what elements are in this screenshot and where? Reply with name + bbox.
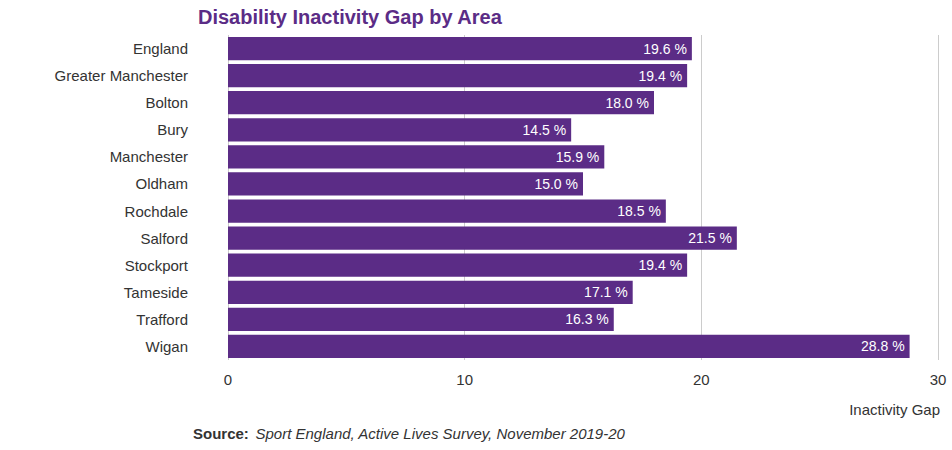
svg-text:Stockport: Stockport xyxy=(125,257,189,274)
svg-text:18.0 %: 18.0 % xyxy=(605,95,649,111)
svg-text:10: 10 xyxy=(456,371,473,388)
svg-text:Trafford: Trafford xyxy=(136,311,188,328)
svg-text:Salford: Salford xyxy=(140,230,188,247)
svg-text:Greater Manchester: Greater Manchester xyxy=(55,67,188,84)
svg-text:19.4 %: 19.4 % xyxy=(639,257,683,273)
svg-text:Bolton: Bolton xyxy=(145,94,188,111)
svg-text:Wigan: Wigan xyxy=(145,338,188,355)
svg-text:19.4 %: 19.4 % xyxy=(639,68,683,84)
svg-text:Oldham: Oldham xyxy=(135,175,188,192)
svg-text:England: England xyxy=(133,40,188,57)
svg-text:Rochdale: Rochdale xyxy=(125,203,188,220)
svg-text:Manchester: Manchester xyxy=(110,148,188,165)
svg-text:0: 0 xyxy=(224,371,232,388)
svg-text:18.5 %: 18.5 % xyxy=(617,203,661,219)
svg-text:15.0 %: 15.0 % xyxy=(534,176,578,192)
svg-text:28.8 %: 28.8 % xyxy=(861,338,905,354)
svg-text:16.3 %: 16.3 % xyxy=(565,311,609,327)
svg-text:14.5 %: 14.5 % xyxy=(523,122,567,138)
svg-text:19.6 %: 19.6 % xyxy=(643,41,687,57)
svg-text:21.5 %: 21.5 % xyxy=(688,230,732,246)
svg-text:Bury: Bury xyxy=(157,121,188,138)
svg-text:Disability Inactivity Gap by A: Disability Inactivity Gap by Area xyxy=(198,6,503,28)
svg-text:30: 30 xyxy=(930,371,947,388)
svg-text:17.1 %: 17.1 % xyxy=(584,284,628,300)
svg-text:Inactivity Gap: Inactivity Gap xyxy=(849,401,940,418)
svg-text:15.9 %: 15.9 % xyxy=(556,149,600,165)
svg-text:Tameside: Tameside xyxy=(124,284,188,301)
svg-text:20: 20 xyxy=(693,371,710,388)
svg-text:Source:: Source: xyxy=(193,425,249,442)
svg-text:Sport England, Active Lives Su: Sport England, Active Lives Survey, Nove… xyxy=(256,425,626,442)
